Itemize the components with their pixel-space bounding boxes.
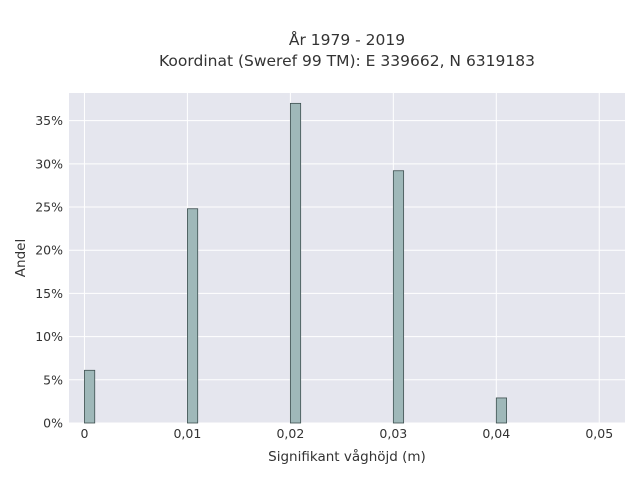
y-tick-labels: 0% 5% 10% 15% 20% 25% 30% 35% <box>35 113 63 430</box>
x-axis-label: Signifikant våghöjd (m) <box>268 448 426 465</box>
bar <box>495 397 507 424</box>
y-tick-label: 20% <box>35 243 63 258</box>
y-tick-label: 35% <box>35 113 63 128</box>
y-tick-label: 30% <box>35 156 63 171</box>
y-tick-label: 0% <box>43 416 63 431</box>
plot-area <box>69 93 625 423</box>
grid-lines <box>69 93 625 424</box>
bar <box>289 102 302 424</box>
bar <box>187 208 199 424</box>
chart-title-line1: År 1979 - 2019 <box>289 30 405 49</box>
x-tick-label: 0,04 <box>482 426 510 441</box>
bars <box>84 102 507 424</box>
x-tick-label: 0 <box>80 426 88 441</box>
y-axis-label: Andel <box>13 239 29 277</box>
y-tick-label: 10% <box>35 329 63 344</box>
y-tick-label: 15% <box>35 286 63 301</box>
chart-title-line2: Koordinat (Sweref 99 TM): E 339662, N 63… <box>159 52 535 70</box>
y-tick-label: 25% <box>35 200 63 215</box>
bar <box>392 170 405 424</box>
bar <box>84 369 96 424</box>
x-tick-label: 0,01 <box>173 426 201 441</box>
x-tick-label: 0,03 <box>379 426 407 441</box>
x-tick-label: 0,02 <box>276 426 304 441</box>
x-tick-label: 0,05 <box>585 426 613 441</box>
x-tick-labels: 0 0,01 0,02 0,03 0,04 0,05 <box>80 426 613 441</box>
y-tick-label: 5% <box>43 372 63 387</box>
